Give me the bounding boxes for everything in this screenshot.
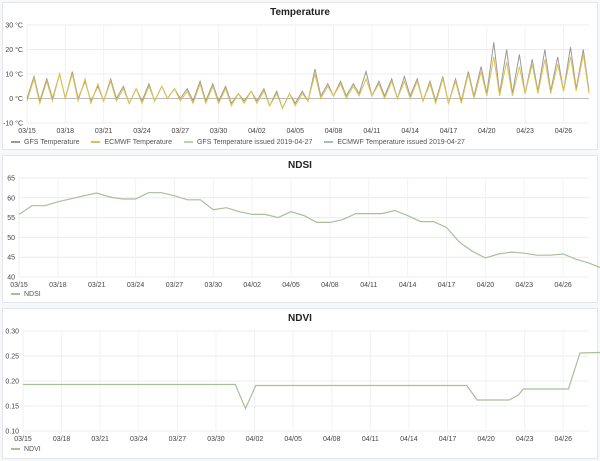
ndsi-legend: NDSI [11,291,51,298]
ndsi-y-tick-label: 45 [7,255,15,262]
temperature-x-tick-label: 04/02 [248,128,266,135]
ndvi-x-tick-label: 04/02 [246,436,264,443]
temperature-x-tick-label: 04/17 [440,128,458,135]
ndvi-x-tick-label: 03/18 [53,436,71,443]
ndvi-x-tick-label: 04/23 [516,436,534,443]
temperature-x-tick-label: 04/11 [363,128,380,135]
temperature-x-tick-label: 04/26 [555,128,573,135]
temperature-x-tick-label: 03/15 [18,128,36,135]
ndsi-x-tick-label: 03/30 [205,282,223,289]
temperature-x-tick-label: 03/27 [172,128,190,135]
temperature-legend: GFS Temperature ECMWF Temperature GFS Te… [11,139,475,146]
legend-item-ndsi[interactable]: NDSI [11,291,41,298]
ndvi-y-tick-label: 0.10 [5,429,19,436]
ndvi-panel: NDVI 0.30 0.25 0.20 0.15 0.10 03/15 03/18 03/21… [2,308,600,459]
ndsi-x-tick-label: 03/24 [127,282,145,289]
ndsi-x-tick-label: 04/26 [554,282,572,289]
legend-item-gfs-issued[interactable]: GFS Temperature issued 2019-04-27 [183,139,313,146]
temperature-x-tick-label: 04/20 [478,128,496,135]
legend-label-gfs: GFS Temperature [24,139,80,146]
temperature-x-tick-label: 04/08 [325,128,343,135]
legend-label-ecmwf-issued: ECMWF Temperature issued 2019-04-27 [337,139,465,146]
ndvi-title: NDVI [288,313,312,324]
temperature-y-tick-label: 0 °C [9,95,23,103]
ndvi-y-tick-label: 0.15 [5,404,19,411]
ndsi-x-tick-label: 04/05 [282,282,300,289]
legend-item-ecmwf[interactable]: ECMWF Temperature [91,139,172,146]
temperature-x-tick-label: 04/05 [286,128,304,135]
temperature-y-tick-label: 20 °C [5,46,23,54]
legend-swatch-ndvi [11,448,20,451]
ndvi-x-tick-label: 04/17 [439,436,457,443]
ndvi-x-tick-label: 03/27 [169,436,187,443]
ndsi-series-line [18,192,600,269]
ndvi-x-tick-label: 03/15 [14,436,32,443]
ndsi-x-tick-label: 04/08 [321,282,339,289]
ndvi-x-tick-label: 03/24 [130,436,148,443]
temperature-series-line-ecmwf [26,54,590,110]
temperature-x-tick-label: 03/18 [57,128,75,135]
temperature-x-tick-label: 03/21 [95,128,113,135]
ndsi-x-tick-label: 03/21 [88,282,106,289]
ndsi-y-tick-label: 65 [7,176,15,183]
ndsi-title: NDSI [288,160,312,171]
ndvi-x-tick-label: 04/14 [400,436,418,443]
temperature-title: Temperature [270,7,330,18]
ndsi-x-tick-label: 04/11 [360,282,377,289]
ndsi-x-tick-label: 04/14 [399,282,417,289]
legend-swatch-ecmwf-issued [324,141,334,144]
ndsi-x-tick-label: 04/17 [438,282,456,289]
temperature-chart: 30 °C 20 °C 10 °C 0 °C -10 °C03/15 03/18 03/21… [3,22,590,135]
temperature-y-tick-label: 10 °C [5,71,23,79]
legend-swatch-ndsi [11,293,20,296]
ndvi-y-tick-label: 0.25 [5,354,19,361]
legend-swatch-gfs [11,141,20,144]
ndsi-x-tick-label: 03/15 [10,282,28,289]
ndsi-x-tick-label: 04/02 [243,282,261,289]
legend-item-ndvi[interactable]: NDVI [11,446,41,453]
ndvi-y-tick-label: 0.20 [5,379,19,386]
legend-label-ndsi: NDSI [24,291,41,298]
temperature-x-tick-label: 03/30 [210,128,228,135]
ndvi-x-tick-label: 03/30 [207,436,225,443]
temperature-y-tick-label: -10 °C [3,120,23,128]
legend-label-ecmwf: ECMWF Temperature [104,139,173,146]
legend-label-gfs-issued: GFS Temperature issued 2019-04-27 [196,139,313,146]
temperature-x-tick-label: 04/23 [516,128,534,135]
legend-item-gfs[interactable]: GFS Temperature [11,139,80,146]
ndsi-x-tick-label: 04/23 [515,282,533,289]
ndvi-x-tick-label: 04/26 [555,436,573,443]
ndsi-x-tick-label: 04/20 [477,282,495,289]
ndvi-series-line [23,351,600,411]
ndvi-y-tick-label: 0.30 [5,329,19,336]
ndsi-panel: NDSI 65 60 55 50 45 40 03/15 03/18 03/21 03/24 03/… [2,155,600,303]
temperature-y-tick-label: 30 °C [5,22,23,30]
ndsi-y-tick-label: 40 [7,275,15,282]
legend-item-ecmwf-issued[interactable]: ECMWF Temperature issued 2019-04-27 [324,139,465,146]
ndsi-y-tick-label: 50 [7,235,15,242]
ndsi-y-tick-label: 60 [7,195,15,202]
legend-swatch-ecmwf [91,141,101,144]
temperature-panel: Temperature 30 °C 20 °C 10 °C 0 °C -10 °C 03/… [2,2,598,150]
ndsi-x-tick-label: 03/18 [49,282,67,289]
ndvi-x-tick-label: 04/20 [477,436,495,443]
ndvi-x-tick-label: 03/21 [91,436,109,443]
temperature-x-tick-label: 03/24 [133,128,151,135]
legend-swatch-gfs-issued [183,141,193,144]
ndvi-x-tick-label: 04/05 [284,436,302,443]
legend-label-ndvi: NDVI [24,446,41,453]
temperature-x-tick-label: 04/14 [401,128,419,135]
ndsi-y-tick-label: 55 [7,215,15,222]
ndsi-x-tick-label: 03/27 [166,282,184,289]
ndvi-x-tick-label: 04/08 [323,436,341,443]
ndvi-legend: NDVI [11,446,51,453]
ndvi-x-tick-label: 04/11 [362,436,379,443]
